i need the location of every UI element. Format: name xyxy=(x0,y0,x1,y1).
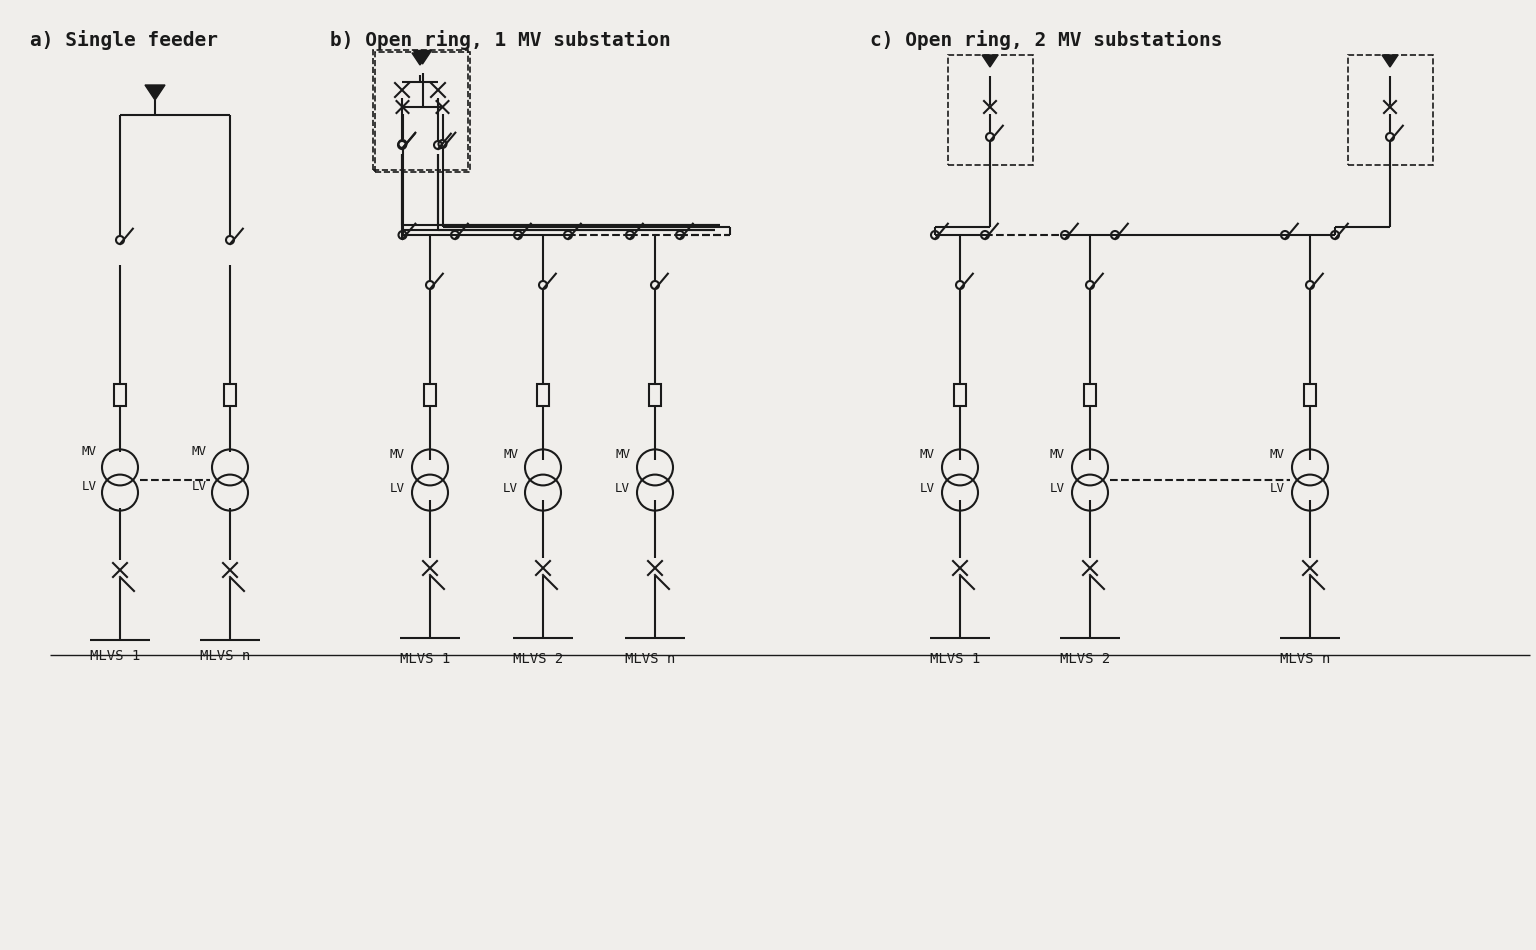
Bar xyxy=(424,384,436,406)
Text: LV: LV xyxy=(390,482,406,495)
Text: MLVS 1: MLVS 1 xyxy=(91,649,140,663)
Bar xyxy=(538,384,548,406)
Text: LV: LV xyxy=(1270,482,1286,495)
Text: MLVS n: MLVS n xyxy=(1279,652,1330,666)
Text: MV: MV xyxy=(1051,448,1064,461)
Text: MLVS 2: MLVS 2 xyxy=(1060,652,1111,666)
Text: MV: MV xyxy=(920,448,935,461)
Bar xyxy=(1084,384,1097,406)
Bar xyxy=(224,384,237,406)
Text: LV: LV xyxy=(1051,482,1064,495)
Polygon shape xyxy=(982,55,998,67)
Text: MV: MV xyxy=(502,448,518,461)
Text: LV: LV xyxy=(502,482,518,495)
Bar xyxy=(1347,55,1433,165)
Text: LV: LV xyxy=(920,482,935,495)
Text: MLVS 2: MLVS 2 xyxy=(513,652,564,666)
Text: MLVS n: MLVS n xyxy=(625,652,676,666)
Bar xyxy=(948,55,1032,165)
Text: LV: LV xyxy=(614,482,630,495)
Bar xyxy=(650,384,660,406)
Text: MV: MV xyxy=(614,448,630,461)
Polygon shape xyxy=(412,53,429,65)
Text: LV: LV xyxy=(192,480,207,493)
Text: MV: MV xyxy=(81,445,97,458)
Bar xyxy=(114,384,126,406)
Bar xyxy=(375,52,470,172)
Bar xyxy=(954,384,966,406)
Polygon shape xyxy=(144,85,164,100)
Text: MLVS n: MLVS n xyxy=(200,649,250,663)
Text: MLVS 1: MLVS 1 xyxy=(929,652,980,666)
Text: a) Single feeder: a) Single feeder xyxy=(31,30,218,50)
Text: c) Open ring, 2 MV substations: c) Open ring, 2 MV substations xyxy=(869,30,1223,50)
Bar xyxy=(373,50,467,170)
Bar xyxy=(1304,384,1316,406)
Text: MV: MV xyxy=(1270,448,1286,461)
Text: b) Open ring, 1 MV substation: b) Open ring, 1 MV substation xyxy=(330,30,671,50)
Text: LV: LV xyxy=(81,480,97,493)
Text: MV: MV xyxy=(192,445,207,458)
Polygon shape xyxy=(413,50,432,64)
Text: MV: MV xyxy=(390,448,406,461)
Polygon shape xyxy=(1382,55,1398,67)
Text: MLVS 1: MLVS 1 xyxy=(399,652,450,666)
